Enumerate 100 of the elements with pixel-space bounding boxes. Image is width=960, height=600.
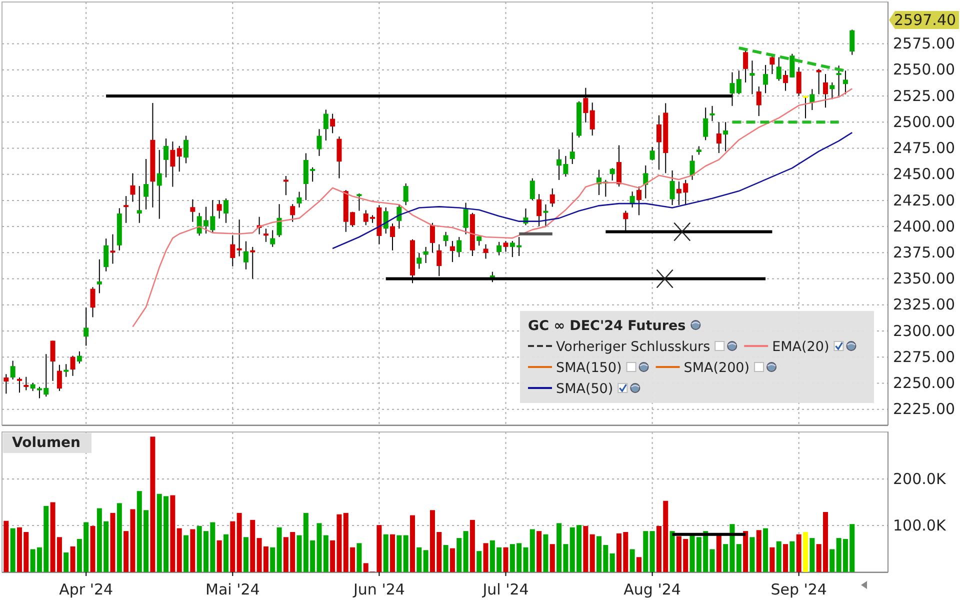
candlestick	[230, 234, 236, 267]
bar	[776, 541, 782, 572]
legend-label: EMA(20)	[772, 339, 830, 355]
bar	[170, 495, 176, 572]
x-tick-label: Sep '24	[770, 580, 827, 599]
bar	[176, 528, 182, 572]
legend-label: Vorheriger Schlusskurs	[556, 339, 710, 355]
bar	[230, 521, 236, 572]
y-tick-label: 2325.00	[893, 296, 956, 314]
candlestick	[104, 238, 109, 272]
candlestick	[144, 158, 149, 210]
candlestick	[170, 141, 176, 188]
bar	[184, 535, 189, 572]
candlestick	[84, 307, 89, 346]
bar	[756, 530, 762, 572]
candlestick	[690, 154, 695, 180]
legend-label: SMA(150)	[556, 360, 622, 376]
candlestick	[570, 132, 575, 164]
candlestick	[250, 246, 256, 280]
candlestick	[323, 109, 328, 141]
candlestick	[390, 223, 396, 251]
candlestick	[463, 202, 468, 235]
bar	[790, 541, 795, 572]
candlestick	[383, 206, 388, 234]
candlestick	[643, 164, 648, 199]
candlestick	[530, 178, 535, 201]
bar	[270, 547, 276, 572]
bar	[670, 531, 675, 572]
bar	[396, 535, 402, 572]
bar	[650, 531, 655, 572]
bar	[503, 547, 508, 572]
candlestick	[816, 68, 822, 95]
bar	[536, 531, 542, 572]
bar	[450, 548, 455, 572]
bar	[770, 547, 775, 572]
bar	[470, 520, 475, 572]
bar	[830, 549, 835, 572]
candlestick	[136, 186, 142, 224]
candlestick	[296, 191, 302, 208]
x-tick-label: Mai '24	[206, 580, 260, 599]
y-tick-label: 2275.00	[893, 348, 956, 366]
legend-label: SMA(200)	[684, 360, 750, 376]
candlestick	[796, 66, 802, 96]
candlestick	[503, 240, 508, 252]
y-tick-label: 100.0K	[893, 516, 947, 534]
candlestick	[56, 364, 62, 392]
candlestick	[483, 244, 488, 260]
bar	[70, 546, 76, 572]
candlestick	[770, 55, 775, 75]
bar	[276, 527, 282, 572]
y-tick-label: 2450.00	[893, 165, 956, 184]
x-tick-label: Apr '24	[59, 580, 114, 599]
y-tick-label: 2425.00	[893, 191, 956, 210]
bar	[750, 537, 755, 572]
bar	[530, 529, 535, 572]
bar	[390, 534, 396, 572]
candlestick	[450, 240, 455, 263]
candlestick	[736, 70, 742, 95]
bar	[356, 543, 362, 572]
candlestick	[590, 102, 595, 136]
candlestick	[703, 107, 708, 141]
bar	[803, 532, 808, 572]
x-tick-label: Aug '24	[624, 580, 681, 599]
candlestick	[543, 204, 548, 228]
chart-title: Volumen	[12, 435, 81, 451]
bar	[643, 531, 648, 572]
candlestick	[190, 198, 196, 222]
candlestick	[4, 374, 9, 394]
bar	[64, 552, 69, 572]
candlestick	[236, 219, 242, 257]
bar	[323, 535, 328, 572]
candlestick	[356, 192, 362, 212]
candlestick	[124, 196, 129, 224]
candlestick	[110, 234, 116, 264]
bar	[216, 540, 222, 572]
bar	[236, 512, 242, 572]
candlestick	[90, 286, 96, 318]
candlestick	[443, 231, 448, 247]
candlestick	[496, 241, 502, 256]
candlestick	[70, 355, 76, 376]
candlestick	[316, 128, 322, 156]
bar	[716, 535, 722, 572]
x-tick-label: Jun '24	[352, 580, 405, 599]
bar	[583, 526, 588, 572]
bar	[403, 535, 408, 572]
candlestick	[164, 138, 169, 178]
line-series	[332, 132, 853, 250]
candlestick	[10, 360, 16, 380]
y-tick-label: 2525.00	[893, 86, 956, 105]
bar	[543, 534, 548, 572]
candlestick	[330, 113, 336, 134]
candlestick	[16, 376, 22, 394]
candlestick	[536, 194, 542, 227]
y-tick-label: 2375.00	[893, 243, 956, 262]
bar	[223, 534, 228, 572]
bar	[810, 538, 815, 572]
bar	[250, 520, 256, 572]
bar	[423, 550, 428, 572]
bar	[463, 531, 468, 572]
bar	[90, 526, 96, 572]
